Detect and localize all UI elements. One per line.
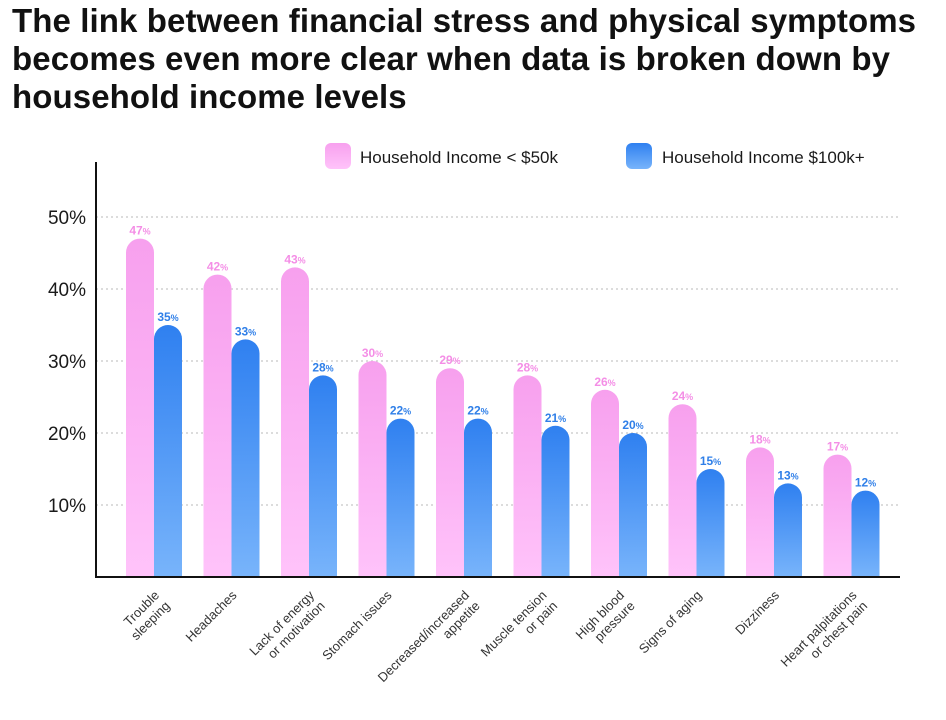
bar-low-income [436,368,464,577]
bar-high-income [619,433,647,577]
value-label: 12% [855,476,876,490]
value-label: 33% [235,324,256,338]
value-label: 24% [672,389,693,403]
value-label: 13% [777,468,798,482]
chart-title: The link between financial stress and ph… [12,2,917,115]
bar-low-income [823,454,852,577]
legend-label: Household Income $100k+ [662,148,865,167]
value-labels: 47% 35% 42% 33% 43% 28% 30% 22% 29% 22% 28% 21% 26% 2… [129,224,876,490]
value-label: 15% [700,454,721,468]
value-label: 43% [284,252,305,266]
value-label: 47% [129,224,150,238]
category-label: Stomach issues [319,587,395,663]
bar-high-income [696,469,725,577]
bar-high-income [154,325,182,577]
category-label: Heart palpitationsor chest pain [777,587,870,680]
value-label: 22% [467,404,488,418]
value-label: 28% [517,360,538,374]
category-label: High bloodpressure [573,588,638,653]
y-tick-label: 20% [48,424,86,445]
bar-low-income [203,274,232,577]
legend-swatch [626,143,652,169]
y-tick-label: 30% [48,352,86,373]
legend-swatch [325,143,351,169]
value-label: 28% [312,360,333,374]
bar-low-income [591,389,619,577]
axes [95,162,900,578]
category-label: Decreased/increasedappetite [375,588,483,696]
bar-high-income [231,339,260,577]
bars [126,238,880,577]
category-labels: Troublesleeping Headaches Lack of energyor… [117,587,871,696]
bar-high-income [464,418,493,577]
value-label: 35% [157,310,178,324]
y-tick-label: 50% [48,208,86,229]
value-label: 21% [545,411,566,425]
category-label: Troublesleeping [117,588,172,643]
category-label: Lack of energyor motivation [246,587,328,669]
y-tick-label: 40% [48,280,86,301]
bar-low-income [281,267,309,577]
value-label: 20% [622,418,643,432]
category-label: Signs of aging [636,588,705,657]
value-label: 29% [439,353,460,367]
y-tick-label: 10% [48,496,86,517]
bar-low-income [668,404,697,577]
bar-high-income [386,418,415,577]
legend-label: Household Income < $50k [360,148,558,167]
bar-high-income [541,425,570,577]
value-label: 18% [749,432,770,446]
category-label: Dizziness [732,587,782,637]
legend-item: Household Income < $50k [325,143,558,169]
bar-low-income [513,375,542,577]
category-label: Headaches [183,587,240,644]
value-label: 26% [594,375,615,389]
value-label: 42% [207,260,228,274]
bar-high-income [774,483,802,577]
bar-low-income [358,361,387,577]
bar-high-income [851,490,880,577]
bar-high-income [309,375,338,577]
legend-item: Household Income $100k+ [626,143,865,169]
bar-low-income [746,447,774,577]
value-label: 17% [827,440,848,454]
legend: Household Income < $50k Household Income … [325,143,865,169]
category-label: Muscle tensionor pain [478,588,561,671]
value-label: 22% [390,404,411,418]
y-axis-ticks: 10% 20% 30% 40% 50% [48,208,86,517]
bar-low-income [126,238,154,577]
value-label: 30% [362,346,383,360]
